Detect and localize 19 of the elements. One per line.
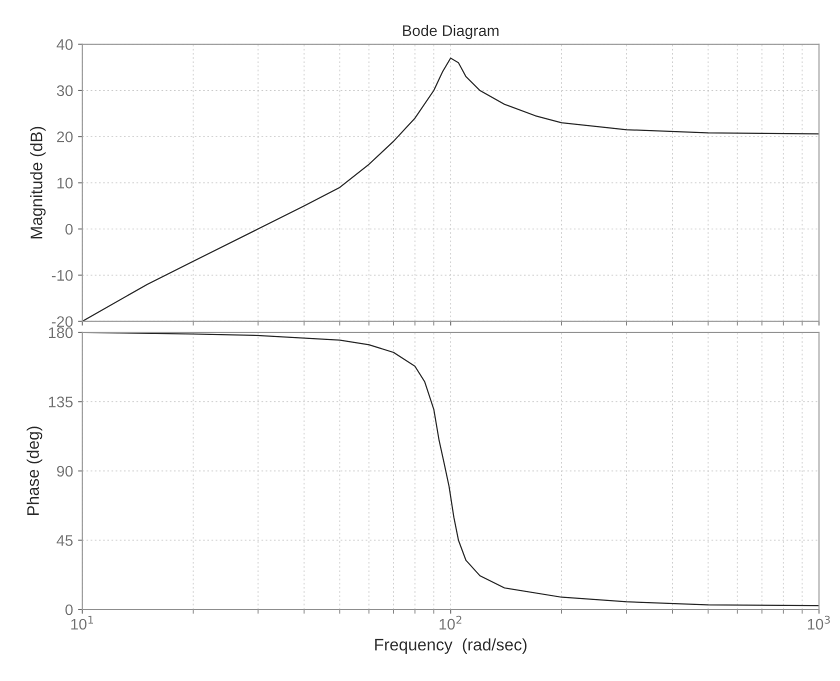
x-axis-title: Frequency (rad/sec) bbox=[375, 638, 527, 654]
y-axis-title: Phase (deg) bbox=[26, 426, 42, 515]
y-tick-label: 180 bbox=[48, 327, 73, 338]
y-tick-label: -10 bbox=[52, 270, 73, 281]
y-axis-title: Magnitude (dB) bbox=[30, 126, 46, 238]
y-tick-label: 20 bbox=[57, 131, 73, 142]
y-tick-label: 40 bbox=[56, 39, 73, 50]
y-tick-label: 135 bbox=[48, 396, 73, 408]
chart-title: Bode Diagram bbox=[403, 24, 498, 40]
x-tick-label: 10$^{3}$ bbox=[808, 616, 830, 630]
y-tick-label: 10 bbox=[57, 178, 73, 188]
y-tick-label: 45 bbox=[56, 535, 73, 546]
x-tick-label: 10$^{2}$ bbox=[440, 616, 462, 630]
y-tick-label: 90 bbox=[57, 466, 73, 477]
x-tick-label: 10$^{1}$ bbox=[71, 616, 94, 630]
y-tick-label: 0 bbox=[65, 604, 73, 616]
y-tick-label: -20 bbox=[52, 316, 73, 328]
y-tick-label: 0 bbox=[65, 224, 73, 235]
y-tick-label: 30 bbox=[56, 85, 73, 96]
